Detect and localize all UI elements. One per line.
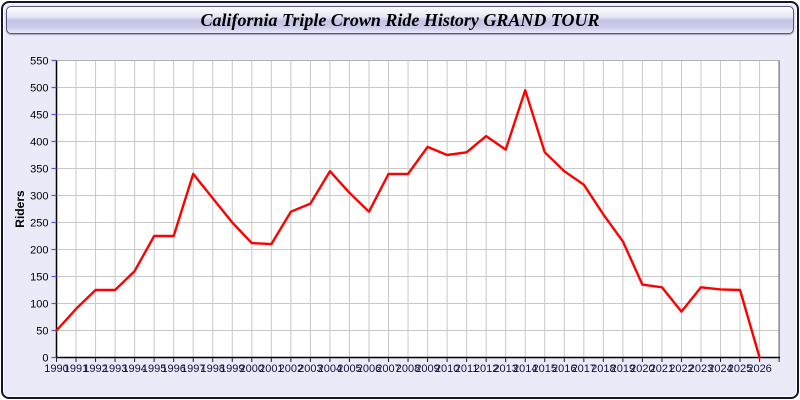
y-tick-label: 550 xyxy=(30,56,48,68)
x-tick-label: 2003 xyxy=(298,363,322,375)
x-tick-label: 1993 xyxy=(103,363,127,375)
x-tick-label: 1997 xyxy=(181,363,205,375)
grid-lines xyxy=(56,60,780,358)
y-tick-label: 150 xyxy=(30,272,48,284)
x-tick-label: 2010 xyxy=(435,363,459,375)
x-tick-label: 1994 xyxy=(122,363,146,375)
x-tick-label: 2011 xyxy=(455,363,479,375)
y-tick-label: 300 xyxy=(30,191,48,203)
x-tick-label: 2024 xyxy=(708,363,732,375)
y-tick-label: 250 xyxy=(30,218,48,230)
y-tick-label: 0 xyxy=(42,353,48,365)
plot-area xyxy=(56,60,780,358)
x-tick-label: 2006 xyxy=(357,363,381,375)
x-tick-label: 2012 xyxy=(474,363,498,375)
x-tick-label: 2005 xyxy=(337,363,361,375)
chart-title-bar: California Triple Crown Ride History GRA… xyxy=(6,6,794,34)
x-tick-label: 2001 xyxy=(259,363,283,375)
y-tick-label: 100 xyxy=(30,299,48,311)
x-tick-label: 2022 xyxy=(669,363,693,375)
y-axis-labels: 0 50 100 150 200 250 300 350 400 450 500 550 xyxy=(30,56,48,365)
x-tick-label: 2019 xyxy=(611,363,635,375)
x-tick-label: 2026 xyxy=(747,363,771,375)
riders-series-line xyxy=(55,88,761,359)
y-tick-label: 450 xyxy=(30,110,48,122)
x-tick-label: 2002 xyxy=(279,363,303,375)
x-tick-label: 2018 xyxy=(591,363,615,375)
x-tick-label: 2023 xyxy=(689,363,713,375)
y-tick-label: 350 xyxy=(30,164,48,176)
x-tick-label: 2021 xyxy=(650,363,674,375)
x-tick-label: 2007 xyxy=(376,363,400,375)
y-tick-label: 400 xyxy=(30,137,48,149)
x-axis-ticks xyxy=(56,357,780,362)
x-tick-label: 1995 xyxy=(142,363,166,375)
x-tick-label: 1992 xyxy=(83,363,107,375)
x-tick-label: 2009 xyxy=(415,363,439,375)
x-tick-label: 2017 xyxy=(572,363,596,375)
x-tick-label: 2004 xyxy=(318,363,342,375)
x-tick-label: 2014 xyxy=(513,363,537,375)
x-tick-label: 2025 xyxy=(728,363,752,375)
x-tick-label: 1991 xyxy=(64,363,88,375)
y-axis-title: Riders xyxy=(13,190,27,228)
y-axis-ticks xyxy=(51,59,57,359)
x-tick-label: 1999 xyxy=(220,363,244,375)
x-tick-label: 2000 xyxy=(240,363,264,375)
x-tick-label: 2020 xyxy=(630,363,654,375)
page-title: California Triple Crown Ride History GRA… xyxy=(200,9,600,30)
x-tick-label: 1998 xyxy=(200,363,224,375)
x-tick-label: 2008 xyxy=(396,363,420,375)
x-tick-label: 1996 xyxy=(161,363,185,375)
x-tick-label: 2016 xyxy=(552,363,576,375)
ride-history-line-chart: 1990199119921993199419951996199719981999… xyxy=(13,56,781,375)
y-tick-label: 500 xyxy=(30,83,48,95)
y-tick-label: 200 xyxy=(30,245,48,257)
plot-frame xyxy=(55,60,781,359)
x-tick-label: 1990 xyxy=(44,363,68,375)
x-axis-labels: 1990199119921993199419951996199719981999… xyxy=(44,363,772,375)
x-tick-label: 2015 xyxy=(533,363,557,375)
y-tick-label: 50 xyxy=(36,326,48,338)
x-tick-label: 2013 xyxy=(493,363,517,375)
